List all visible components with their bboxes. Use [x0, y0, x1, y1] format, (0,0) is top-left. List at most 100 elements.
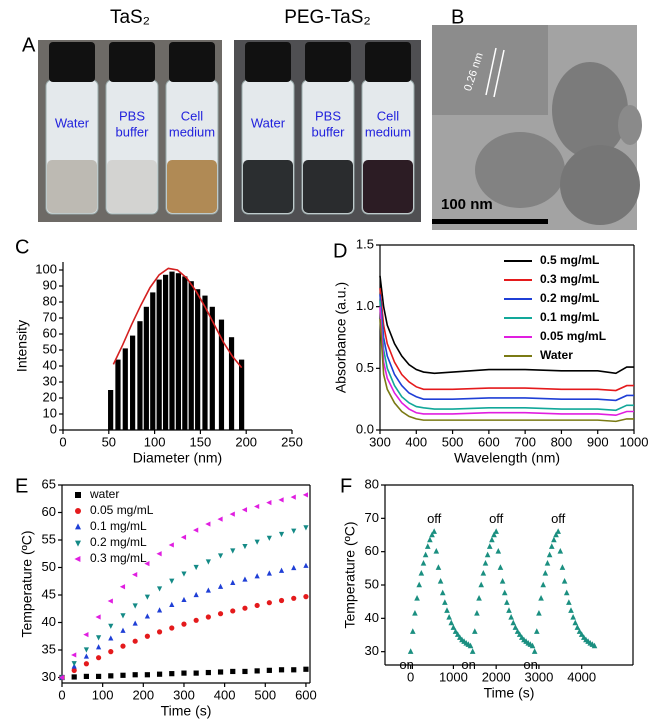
marker: [254, 503, 260, 510]
x-tick-label: 1000: [439, 669, 468, 684]
marker: [508, 613, 514, 620]
marker: [482, 559, 489, 566]
marker: [414, 594, 420, 601]
line: [379, 294, 634, 402]
marker: [242, 576, 248, 582]
marker: [205, 669, 211, 676]
y-tick-label: 0: [50, 421, 57, 436]
marker: [266, 600, 272, 606]
x-tick-label: 300: [173, 687, 195, 702]
marker: [254, 573, 260, 579]
marker: [420, 559, 427, 566]
bar: [108, 390, 114, 430]
y-tick-label: 60: [43, 325, 57, 340]
y-tick-label: 50: [365, 576, 379, 591]
marker: [217, 553, 224, 559]
panel-label: C: [15, 236, 29, 258]
marker: [452, 628, 459, 634]
marker: [95, 644, 102, 650]
y-tick-label: 65: [42, 476, 56, 491]
marker: [578, 631, 585, 637]
panel-label: A: [22, 34, 36, 56]
y-tick-label: 30: [365, 643, 379, 658]
marker: [416, 581, 423, 588]
marker: [254, 668, 260, 674]
annotation: on: [461, 657, 475, 672]
marker: [437, 577, 444, 584]
y-tick-label: 55: [42, 531, 56, 546]
legend-label: 0.2 mg/mL: [540, 291, 599, 305]
marker: [504, 599, 510, 605]
lattice-marker: [493, 49, 505, 98]
y-tick-label: 70: [43, 309, 57, 324]
bar: [218, 319, 225, 430]
legend-label: 0.05 mg/mL: [90, 503, 154, 517]
vial-cap: [49, 42, 95, 82]
marker: [302, 492, 309, 498]
x-tick-label: 1000: [620, 434, 649, 449]
marker: [168, 542, 174, 548]
marker: [242, 543, 248, 550]
y-tick-label: 35: [42, 641, 56, 656]
x-tick-label: 100: [92, 687, 114, 702]
y-tick-label: 1.5: [356, 236, 374, 251]
y-tick-label: 50: [43, 341, 57, 356]
marker: [553, 531, 559, 538]
marker: [533, 628, 540, 634]
marker: [205, 587, 211, 593]
marker: [193, 527, 199, 533]
marker: [439, 589, 446, 596]
marker: [486, 543, 493, 549]
legend-label: 0.3 mg/mL: [90, 551, 147, 565]
y-tick-label: 0.5: [356, 360, 374, 375]
marker: [144, 633, 150, 639]
vial-liquid: [107, 160, 157, 213]
panel-label: F: [340, 475, 352, 497]
marker: [180, 534, 187, 540]
marker: [424, 543, 431, 549]
marker: [119, 584, 126, 590]
marker: [291, 564, 297, 571]
marker: [181, 621, 187, 627]
x-tick-label: 100: [144, 434, 166, 449]
x-tick-label: 300: [369, 434, 391, 449]
marker: [444, 607, 450, 613]
marker: [193, 564, 199, 571]
marker: [291, 595, 297, 601]
marker: [193, 617, 199, 623]
line: [379, 306, 634, 417]
marker: [156, 607, 163, 613]
marker: [83, 661, 89, 667]
marker: [514, 628, 521, 634]
marker: [506, 607, 512, 613]
marker: [169, 625, 175, 631]
x-tick-label: 3000: [524, 669, 553, 684]
marker: [572, 619, 579, 626]
marker: [193, 670, 199, 676]
marker: [169, 601, 175, 607]
marker: [108, 635, 114, 641]
bar: [137, 321, 143, 430]
legend-marker: [75, 492, 81, 498]
marker: [497, 564, 504, 570]
vial-label: PBS: [119, 108, 145, 123]
marker: [132, 672, 138, 678]
marker: [132, 638, 138, 644]
marker: [476, 594, 482, 601]
marker: [156, 671, 163, 677]
marker: [193, 591, 199, 598]
annotation: off: [489, 511, 504, 526]
marker: [95, 614, 101, 620]
bar: [156, 279, 162, 430]
marker: [169, 578, 175, 584]
scale-bar-label: 100 nm: [441, 196, 493, 213]
marker: [108, 623, 114, 629]
marker: [454, 631, 461, 637]
legend-label: 0.5 mg/mL: [540, 253, 599, 267]
marker: [510, 619, 517, 626]
marker: [144, 561, 150, 567]
marker: [181, 596, 187, 603]
marker: [266, 535, 272, 541]
vial-label: Water: [55, 115, 90, 130]
x-tick-label: 500: [442, 434, 464, 449]
